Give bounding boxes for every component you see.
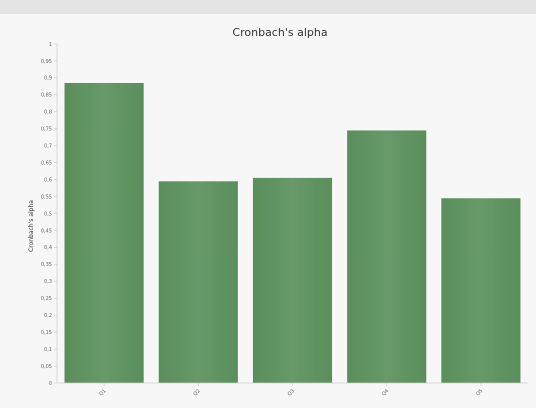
y-tick-label: 0,15 [41, 330, 52, 336]
window-top-bar [0, 0, 536, 14]
y-tick-label: 1 [49, 42, 52, 48]
x-tick-label: Q1 [98, 388, 107, 397]
y-tick-label: 0,95 [41, 59, 52, 65]
chart-title: Cronbach's alpha [232, 26, 327, 39]
x-tick-label: Q5 [475, 388, 484, 397]
y-tick-label: 0,85 [41, 93, 52, 99]
y-tick-label: 0 [49, 381, 52, 387]
y-tick-label: 0,25 [41, 296, 52, 302]
bar-q2 [158, 181, 238, 383]
y-tick-label: 0,45 [41, 228, 52, 234]
bar-q4 [347, 130, 427, 383]
x-tick-label: Q2 [192, 388, 201, 397]
y-axis-label: Cronbach's alpha [28, 200, 35, 252]
bar-q3 [252, 177, 333, 383]
y-tick-label: 0,65 [41, 160, 52, 166]
y-tick-label: 0,8 [44, 110, 52, 116]
y-tick-label: 0,6 [44, 177, 52, 183]
x-axis: Q1 Q2 Q3 Q4 Q5 [57, 382, 528, 397]
bar-q1 [64, 82, 144, 384]
y-axis: 0 0,05 0,1 0,15 0,2 0,25 0,3 0,35 0,4 0,45 0,5 0,55… [41, 42, 58, 387]
y-tick-label: 0,4 [44, 245, 52, 251]
y-tick-label: 0,1 [44, 347, 52, 353]
y-tick-label: 0,5 [44, 211, 52, 217]
y-tick-label: 0,55 [41, 194, 52, 200]
y-tick-label: 0,35 [41, 262, 52, 268]
bar-chart: Cronbach's alpha Cronbach's alpha 00,050… [28, 26, 528, 397]
y-tick-label: 0,05 [41, 364, 52, 370]
bar-q5 [441, 198, 521, 383]
y-tick-label: 0,9 [44, 76, 52, 82]
y-tick-label: 0,7 [44, 144, 52, 150]
chart-panel: Cronbach's alpha Cronbach's alpha 0 0,05 0… [0, 14, 536, 408]
x-tick-label: Q3 [287, 388, 296, 397]
y-tick-label: 0,3 [44, 279, 52, 285]
x-tick-label: Q4 [381, 388, 390, 397]
y-tick-label: 0,2 [44, 313, 52, 319]
bars [64, 82, 521, 384]
y-tick-label: 0,75 [41, 127, 52, 133]
